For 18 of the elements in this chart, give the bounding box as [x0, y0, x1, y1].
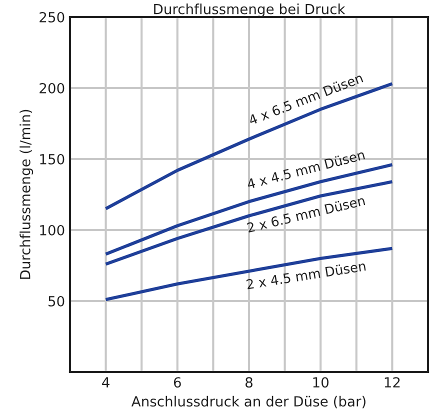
- text: 4 x 4.5 mm Düsen: [246, 149, 365, 190]
- y-tick-label: 200: [40, 82, 64, 94]
- y-tick-label: 50: [48, 296, 64, 306]
- y-tick-label: 250: [40, 12, 64, 22]
- text: 2 x 4.5 mm Düsen: [246, 260, 366, 290]
- chart-title: Durchflussmenge bei Druck: [154, 4, 346, 17]
- y-tick-label: 150: [40, 154, 64, 164]
- x-tick-label: 10: [313, 377, 329, 388]
- x-tick-label: 4: [102, 377, 110, 388]
- y-tick-label: 100: [40, 224, 64, 236]
- x-tick-label: 12: [384, 377, 400, 388]
- x-tick-label: 6: [174, 377, 181, 388]
- text: 4 x 6.5 mm Düsen: [248, 72, 364, 126]
- text: 2 x 6.5 mm Düsen: [246, 195, 366, 233]
- x-axis-title: Anschlussdruck an der Düse (bar): [131, 396, 366, 408]
- y-axis-title: Durchflussmenge (l/min): [20, 110, 34, 279]
- line-series: [104, 246, 394, 302]
- x-tick-label: 8: [246, 377, 252, 388]
